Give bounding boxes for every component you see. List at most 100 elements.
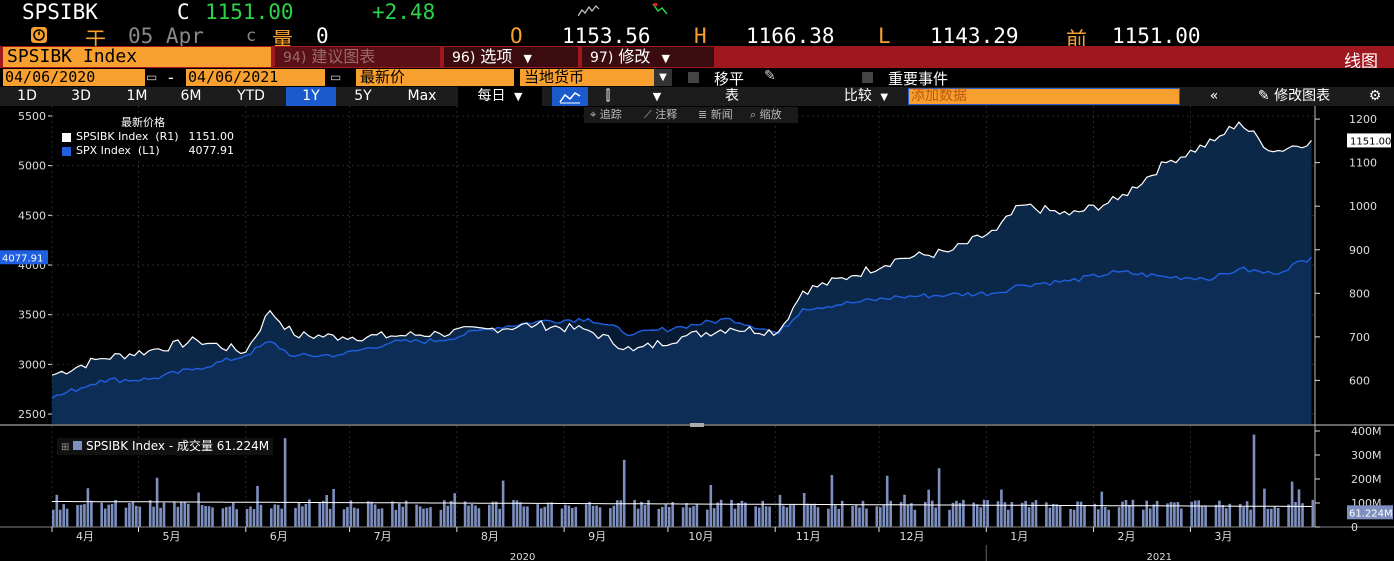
- volume-bar: [806, 503, 809, 527]
- x-tick-label: 3月: [1214, 530, 1232, 543]
- bar-chart-icon[interactable]: ⫿: [590, 87, 626, 106]
- volume-bar: [52, 509, 55, 527]
- period-3d[interactable]: 3D: [56, 87, 106, 106]
- line-chart-icon[interactable]: [552, 87, 588, 106]
- left-tick-label: 5500: [18, 110, 46, 123]
- close-label: C: [177, 0, 190, 24]
- right-tick-label: 1200: [1349, 113, 1377, 126]
- high-value: 1166.38: [746, 24, 835, 48]
- volume-bar: [477, 508, 481, 527]
- volume-bar: [114, 500, 117, 527]
- period-5y[interactable]: 5Y: [340, 87, 386, 106]
- volume-bar: [183, 502, 187, 527]
- period-toolbar: 1D 3D 1M 6M YTD 1Y 5Y Max 每日 ▼ ⫿ ▼ 表 比较 …: [0, 87, 1394, 106]
- edit-menu[interactable]: 97) 修改 ▼: [582, 47, 714, 67]
- volume-bar: [1069, 509, 1072, 527]
- volume-bar: [595, 505, 598, 527]
- volume-bar: [778, 494, 782, 527]
- volume-layer: [52, 434, 1315, 527]
- period-1d[interactable]: 1D: [4, 87, 50, 106]
- volume-bar: [982, 499, 986, 527]
- volume-bar: [394, 509, 398, 527]
- volume-bar: [951, 502, 955, 527]
- end-date-field[interactable]: 04/06/2021: [186, 69, 325, 86]
- legend-row-spx: SPX Index (L1) 4077.91: [56, 144, 240, 158]
- clock-icon: [31, 27, 47, 43]
- volume-bar: [321, 500, 325, 527]
- chart-type-caret-icon[interactable]: ▼: [642, 87, 672, 106]
- volume-bar: [1301, 503, 1304, 527]
- volume-bar: [616, 500, 619, 527]
- news-icon: ≣: [698, 108, 708, 121]
- edit-label: 修改: [618, 47, 651, 66]
- period-1m[interactable]: 1M: [112, 87, 162, 106]
- volume-bar: [519, 502, 522, 527]
- volume-bar: [560, 508, 564, 527]
- quote-bar-2: 于 05 Apr c 量 0 O 1153.56 H 1166.38 L 114…: [0, 24, 1394, 52]
- volume-bar: [131, 501, 135, 527]
- volume-bar: [297, 502, 301, 527]
- volume-bar: [58, 509, 62, 527]
- volume-bar: [768, 506, 771, 527]
- volume-bar: [1263, 488, 1266, 527]
- volume-bar: [512, 500, 515, 527]
- annotate-tool[interactable]: ⟋ 注释: [644, 107, 677, 123]
- price-change: +2.48: [372, 0, 436, 24]
- volume-bar: [429, 507, 432, 527]
- volume-bar: [90, 500, 93, 527]
- frequency-select[interactable]: 每日 ▼: [458, 87, 542, 106]
- volume-bar: [882, 505, 886, 527]
- volume-bar: [643, 505, 647, 527]
- news-tool[interactable]: ≣ 新闻: [698, 107, 733, 123]
- moving-avg-checkbox[interactable]: [688, 72, 699, 83]
- currency-select[interactable]: 当地货币: [520, 69, 654, 86]
- period-1y[interactable]: 1Y: [286, 87, 336, 106]
- volume-bar: [671, 502, 674, 527]
- volume-expand-icon[interactable]: ⊞: [61, 442, 70, 453]
- volume-bar: [588, 501, 591, 527]
- end-calendar-icon[interactable]: ▭: [330, 70, 342, 84]
- volume-bar: [1000, 489, 1003, 527]
- zoom-label: 缩放: [759, 108, 782, 121]
- price-field-select[interactable]: 最新价: [356, 69, 514, 86]
- volume-bar: [526, 506, 529, 527]
- period-6m[interactable]: 6M: [166, 87, 216, 106]
- volume-bar: [543, 506, 546, 527]
- compare-button[interactable]: 比较 ▼: [828, 87, 904, 106]
- edit-chart-button[interactable]: ✎ 修改图表: [1232, 87, 1356, 106]
- options-menu[interactable]: 96) 选项 ▼: [444, 47, 578, 67]
- volume-bar: [889, 500, 892, 527]
- volume-bar: [958, 503, 962, 527]
- start-date-field[interactable]: 04/06/2020: [3, 69, 145, 86]
- settings-gear-icon[interactable]: ⚙: [1360, 87, 1390, 106]
- security-field[interactable]: SPSIBK Index: [3, 46, 271, 67]
- track-tool[interactable]: ⌖ 追踪: [590, 107, 622, 123]
- suggest-chart-menu[interactable]: 94) 建议图表: [275, 47, 440, 67]
- table-button[interactable]: 表: [680, 87, 784, 106]
- volume-bar: [692, 506, 695, 527]
- volume-bar: [574, 506, 578, 527]
- volume-bar: [813, 503, 816, 527]
- volume-bar: [1270, 508, 1273, 527]
- volume-bar: [782, 505, 785, 527]
- volume-bar: [439, 509, 443, 527]
- volume-bar: [830, 475, 834, 527]
- volume-bar: [1097, 509, 1100, 527]
- volume-bar: [488, 504, 491, 527]
- price-chart[interactable]: 2500300035004000450050005500600700800900…: [0, 106, 1394, 561]
- date-dash: -: [168, 68, 174, 87]
- period-max[interactable]: Max: [392, 87, 452, 106]
- collapse-icon[interactable]: «: [1200, 87, 1228, 106]
- moving-avg-label: 移平: [714, 70, 745, 88]
- pencil-icon[interactable]: ✎: [764, 68, 776, 84]
- annotate-label: 注释: [655, 108, 678, 121]
- volume-bar: [706, 509, 709, 527]
- period-ytd[interactable]: YTD: [222, 87, 280, 106]
- legend: 最新价格 SPSIBK Index (R1) 1151.00 SPX Index…: [56, 114, 240, 160]
- currency-caret-icon[interactable]: ▼: [654, 69, 672, 86]
- zoom-tool[interactable]: ⌕ 缩放: [750, 107, 782, 123]
- add-data-input[interactable]: 添加数据: [908, 88, 1180, 105]
- start-calendar-icon[interactable]: ▭: [146, 70, 158, 84]
- key-events-checkbox[interactable]: [862, 72, 873, 83]
- volume-bar: [609, 508, 612, 527]
